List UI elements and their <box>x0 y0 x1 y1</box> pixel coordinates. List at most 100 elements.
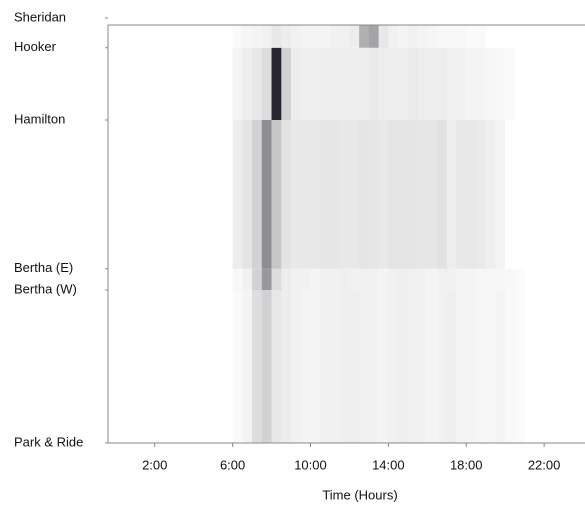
heat-cell <box>446 290 457 443</box>
heat-cell <box>407 120 418 269</box>
heat-cell <box>271 290 282 443</box>
heat-cell <box>407 290 418 443</box>
heat-cell <box>514 290 525 443</box>
heat-cell <box>505 25 516 48</box>
heat-cell <box>368 120 379 269</box>
heat-cell <box>281 290 292 443</box>
heat-cell <box>271 120 282 269</box>
heat-cell <box>252 47 263 120</box>
heat-cell <box>300 120 311 269</box>
heat-cell <box>242 25 253 48</box>
heat-cell <box>320 120 331 269</box>
heat-cell <box>291 120 302 269</box>
x-tick-label: 6:00 <box>220 457 245 472</box>
heat-cell <box>310 290 321 443</box>
heat-cell <box>281 47 292 120</box>
heat-cell <box>359 120 370 269</box>
heat-cell <box>329 268 340 290</box>
heat-cell <box>320 47 331 120</box>
heat-cell <box>252 290 263 443</box>
heat-cell <box>437 25 448 48</box>
heat-cell <box>475 47 487 120</box>
heat-cell <box>300 25 311 48</box>
heat-cell <box>329 120 340 269</box>
heat-cell <box>349 47 360 120</box>
heat-cell <box>339 120 350 269</box>
heat-cell <box>388 268 399 290</box>
heat-cell <box>466 290 477 443</box>
heat-cell <box>427 120 438 269</box>
heat-cell <box>310 120 321 269</box>
heat-cell <box>388 47 399 120</box>
heat-cell <box>310 25 321 48</box>
heat-cell <box>320 290 331 443</box>
heat-cell <box>300 268 311 290</box>
heat-cell <box>378 290 389 443</box>
heat-cell <box>505 268 516 290</box>
heat-cell <box>446 47 457 120</box>
heat-cell <box>417 120 428 269</box>
heat-cell <box>368 47 379 120</box>
heat-cell <box>485 25 496 48</box>
heat-cell <box>329 47 340 120</box>
heat-cell <box>339 47 350 120</box>
heat-cell <box>388 290 399 443</box>
heat-cell <box>310 268 321 290</box>
heat-cell <box>368 268 379 290</box>
heat-cell <box>466 25 477 48</box>
heat-cell <box>261 47 272 120</box>
heat-cell <box>437 290 448 443</box>
heat-cell <box>281 268 292 290</box>
heat-cell <box>456 25 467 48</box>
heat-cell <box>232 268 243 290</box>
heat-cell <box>271 47 282 120</box>
heat-cell <box>427 268 438 290</box>
heat-cell <box>495 290 506 443</box>
heat-cell <box>475 25 487 48</box>
heat-cell <box>349 290 360 443</box>
heat-cell <box>368 25 379 48</box>
heat-cell <box>388 120 399 269</box>
heat-cell <box>388 25 399 48</box>
heat-cell <box>505 290 516 443</box>
heat-cell <box>252 120 263 269</box>
heat-cell <box>417 25 428 48</box>
heat-cell <box>291 290 302 443</box>
heat-cell <box>475 268 487 290</box>
heat-cell <box>242 47 253 120</box>
heat-cell <box>456 268 467 290</box>
heat-cell <box>437 47 448 120</box>
heat-cell <box>339 290 350 443</box>
heat-cell <box>475 120 487 269</box>
heat-cell <box>485 120 496 269</box>
heat-cell <box>349 25 360 48</box>
heat-cell <box>261 290 272 443</box>
heat-cell <box>329 25 340 48</box>
y-tick-label: Bertha (W) <box>14 281 77 296</box>
heat-cell <box>407 47 418 120</box>
heat-cell <box>320 25 331 48</box>
heat-cell <box>320 268 331 290</box>
heat-cell <box>446 25 457 48</box>
heat-cell <box>339 268 350 290</box>
heat-cell <box>505 47 516 120</box>
heat-cell <box>359 25 370 48</box>
y-tick-label: Sheridan <box>14 9 66 24</box>
heat-cell <box>407 25 418 48</box>
heat-cell <box>242 120 253 269</box>
heat-cell <box>398 120 409 269</box>
heat-cell <box>359 268 370 290</box>
heat-cell <box>417 268 428 290</box>
heat-cell <box>466 268 477 290</box>
heat-cell <box>485 268 496 290</box>
heat-cell <box>291 268 302 290</box>
heat-cell <box>495 25 506 48</box>
heat-cell <box>378 47 389 120</box>
heat-cell <box>232 25 243 48</box>
heat-cell <box>261 120 272 269</box>
heat-cell <box>291 47 302 120</box>
heat-cell <box>514 47 525 120</box>
heat-cell <box>407 268 418 290</box>
heatmap <box>232 25 525 443</box>
heat-cell <box>505 120 516 269</box>
